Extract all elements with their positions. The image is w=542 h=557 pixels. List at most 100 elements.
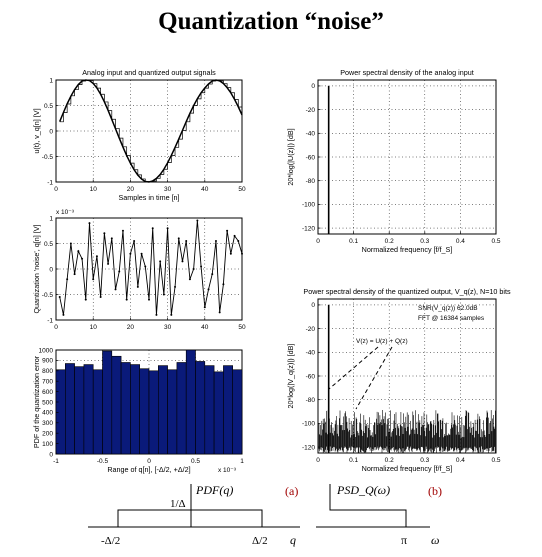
- data-point: [140, 252, 143, 255]
- psd_quantized-title: Power spectral density of the quantized …: [303, 287, 511, 296]
- histogram-bar: [74, 366, 85, 455]
- y-tick-label: 300: [42, 420, 53, 427]
- psd_quantized-noise-floor: [318, 409, 496, 453]
- data-point: [133, 239, 136, 242]
- psd_analog-ylabel: 20*log(|U(z)|) [dB]: [286, 128, 295, 185]
- data-point: [88, 222, 91, 225]
- y-tick-label: -120: [302, 225, 315, 232]
- data-point: [95, 255, 98, 258]
- noise-chart: 0 10 20 30 40 50 -1 -0.5 0 0.5 1 Quantization 'nois…: [32, 209, 246, 331]
- psd_analog-plot-area: [317, 79, 497, 235]
- x-tick-label: 0.4: [456, 457, 465, 464]
- data-point: [107, 262, 110, 265]
- data-point: [66, 278, 69, 281]
- x-tick-label: 50: [238, 186, 246, 193]
- histogram-bar: [213, 371, 224, 455]
- signals-ylabel: u(t), v_q[n] [V]: [32, 108, 41, 153]
- x-tick-label: 0: [147, 458, 151, 465]
- y-tick-label: 100: [42, 441, 53, 448]
- psd_analog-xlabel: Normalized frequency [f/f_S]: [362, 245, 453, 254]
- histogram-bar: [120, 362, 131, 455]
- histogram-ylabel: PDF of the quantization error: [32, 355, 41, 448]
- y-tick-label: -20: [306, 326, 316, 333]
- y-tick-label: -60: [306, 373, 316, 380]
- histogram-bar: [102, 350, 113, 455]
- x-tick-label: 50: [238, 324, 246, 331]
- psd_quantized-xlabel: Normalized frequency [f/f_S]: [362, 464, 453, 473]
- x-tick-label: 30: [164, 186, 172, 193]
- psd_analog-chart: 0 0.1 0.2 0.3 0.4 0.5 -120 -100 -80 -60 -40 -20 0 Pow…: [286, 68, 501, 254]
- histogram-bar: [130, 364, 140, 455]
- data-point: [196, 219, 199, 222]
- x-tick-label: 10: [90, 324, 98, 331]
- snr-annotation: SNR(V_q(z)) 62.0dB: [418, 305, 478, 312]
- psd-rect: [329, 484, 407, 527]
- data-point: [222, 283, 225, 286]
- y-tick-label: -100: [302, 202, 315, 209]
- data-point: [62, 313, 65, 316]
- histogram-bar: [111, 355, 122, 455]
- y-tick-label: 0: [49, 451, 53, 458]
- data-point: [233, 234, 236, 237]
- y-tick-label: 900: [42, 358, 53, 365]
- data-point: [203, 306, 206, 309]
- x-tick-label: -1: [53, 458, 59, 465]
- x-tick-label: 40: [201, 186, 209, 193]
- signals-title: Analog input and quantized output signal…: [82, 68, 216, 77]
- pdf-right-label: Δ/2: [252, 535, 268, 547]
- x-tick-label: 0.2: [385, 457, 394, 464]
- data-point: [99, 296, 102, 299]
- histogram-exponent: x 10⁻³: [218, 467, 237, 474]
- histogram-bar: [139, 368, 150, 455]
- data-point: [162, 293, 165, 296]
- data-point: [174, 285, 177, 288]
- data-point: [155, 313, 158, 316]
- x-tick-label: 0.2: [385, 238, 394, 245]
- data-point: [192, 268, 195, 270]
- data-point: [211, 273, 214, 276]
- data-point: [214, 239, 217, 242]
- data-point: [170, 313, 173, 316]
- data-point: [166, 227, 169, 230]
- x-tick-label: 0: [316, 457, 320, 464]
- data-point: [110, 237, 113, 240]
- x-tick-label: 0.5: [191, 458, 200, 465]
- psd-pi-label: π: [401, 533, 407, 547]
- y-tick-label: 400: [42, 410, 53, 417]
- slide-title: Quantization “noise”: [158, 8, 384, 35]
- y-tick-label: -80: [306, 397, 316, 404]
- psd-tag: (b): [428, 484, 442, 498]
- data-point: [103, 232, 106, 235]
- signals-stairs-line: [59, 79, 243, 183]
- data-point: [144, 265, 147, 268]
- noise-series-line: [59, 220, 243, 315]
- histogram-chart: -1 -0.5 0 0.5 1 0 100 200 300 400 500 600 700 800 900 1…: [32, 347, 244, 474]
- y-tick-label: -120: [302, 444, 315, 451]
- x-tick-label: 0: [54, 186, 58, 193]
- psd_analog-title: Power spectral density of the analog inp…: [340, 68, 473, 77]
- data-point: [181, 260, 184, 263]
- histogram-bar: [158, 365, 168, 455]
- x-tick-label: 0.3: [420, 457, 429, 464]
- data-point: [129, 252, 132, 255]
- y-tick-label: -80: [306, 178, 316, 185]
- histogram-bar: [83, 364, 94, 455]
- y-tick-label: 500: [42, 399, 53, 406]
- y-tick-label: 0: [49, 128, 53, 135]
- x-tick-label: 0.4: [456, 238, 465, 245]
- sum-annotation: V(z) = U(z) + Q(z): [356, 338, 408, 345]
- x-tick-label: 1: [240, 458, 244, 465]
- y-tick-label: 0: [311, 302, 315, 309]
- histogram-bar: [176, 362, 187, 455]
- pdf-label: PDF(q): [195, 483, 233, 497]
- annotation-arrow-noise: [355, 346, 393, 410]
- y-tick-label: 1: [49, 215, 53, 222]
- psd_quantized-ylabel: 20*log(|V_q(z)|) [dB]: [286, 344, 295, 409]
- histogram-bar: [167, 369, 178, 455]
- x-tick-label: 10: [90, 186, 98, 193]
- data-point: [73, 273, 76, 276]
- histogram-bar: [195, 361, 206, 455]
- y-tick-label: 0.5: [44, 241, 53, 248]
